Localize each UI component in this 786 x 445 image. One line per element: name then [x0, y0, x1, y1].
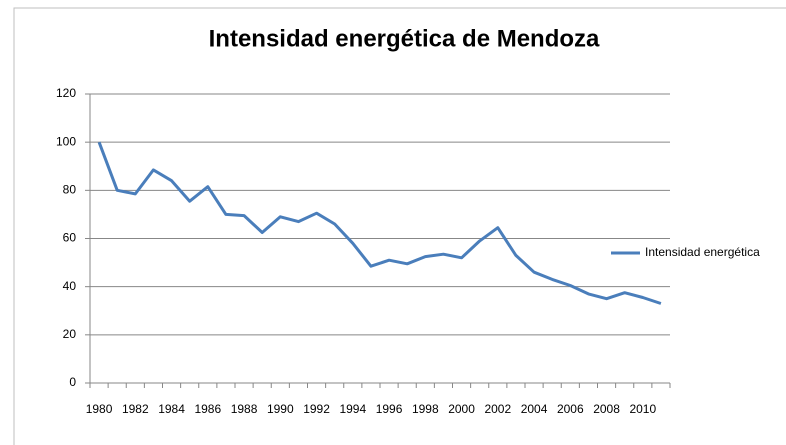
x-tick-label: 1984 — [158, 402, 185, 416]
x-tick-label: 1990 — [267, 402, 294, 416]
legend-label: Intensidad energética — [645, 245, 760, 259]
x-tick-label: 2000 — [448, 402, 475, 416]
y-tick-label: 80 — [63, 183, 77, 197]
chart-frame — [13, 7, 786, 445]
x-tick-label: 1992 — [303, 402, 330, 416]
y-tick-label: 40 — [63, 279, 77, 293]
y-tick-label: 100 — [56, 134, 76, 148]
x-tick-label: 1988 — [231, 402, 258, 416]
y-tick-label: 0 — [69, 375, 76, 389]
x-tick-label: 2002 — [484, 402, 511, 416]
x-tick-label: 2010 — [629, 402, 656, 416]
y-tick-label: 60 — [63, 231, 77, 245]
data-line — [97, 141, 662, 305]
chart-title: Intensidad energética de Mendoza — [209, 25, 600, 52]
x-tick-label: 2006 — [557, 402, 584, 416]
x-tick-label: 2008 — [593, 402, 620, 416]
x-tick-label: 1996 — [376, 402, 403, 416]
x-tick-label: 1982 — [122, 402, 149, 416]
x-tick-label: 2004 — [521, 402, 548, 416]
x-tick-label: 1998 — [412, 402, 439, 416]
y-tick-label: 20 — [63, 327, 77, 341]
x-tick-label: 1986 — [194, 402, 221, 416]
x-tick-label: 1980 — [86, 402, 113, 416]
y-tick-label: 120 — [56, 86, 76, 100]
x-tick-label: 1994 — [339, 402, 366, 416]
